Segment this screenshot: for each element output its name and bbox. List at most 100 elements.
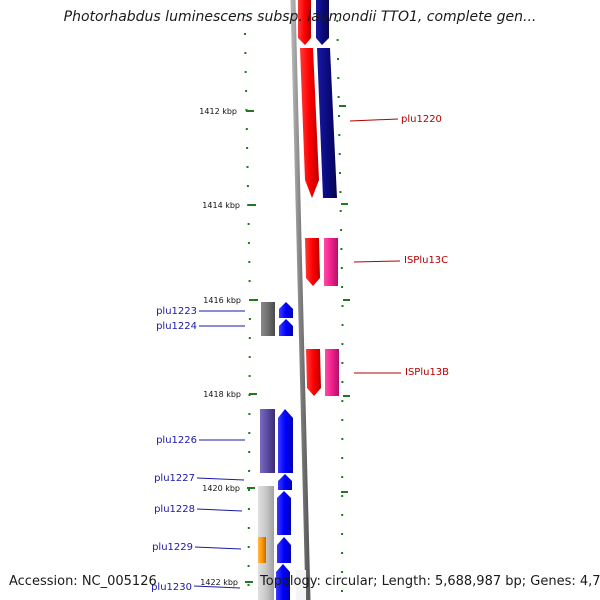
track-dot — [339, 191, 342, 193]
track-dot — [341, 381, 344, 383]
track-dot — [341, 476, 344, 478]
track-dot — [244, 33, 246, 35]
accession-label: Accession: NC_005126 — [9, 574, 157, 589]
feature-blue-plu1230[interactable] — [276, 564, 290, 600]
gene-label-plu1228[interactable]: plu1228 — [154, 504, 195, 515]
feature-blue-plu1228[interactable] — [277, 491, 291, 535]
gene-label-plu1220[interactable]: plu1220 — [401, 114, 442, 125]
feature-white-bar-bottom — [296, 570, 306, 600]
track-dot — [336, 20, 339, 22]
leader-line — [353, 260, 401, 263]
track-dot — [341, 552, 344, 554]
track-dot — [337, 58, 339, 60]
track-dot — [248, 470, 251, 472]
feature-pink-isplu13c[interactable] — [324, 238, 338, 286]
ruler-tick-label: 1412 kbp — [199, 107, 237, 116]
track-dot — [341, 438, 344, 440]
feature-blue-plu1224[interactable] — [279, 319, 293, 336]
ruler-tick-label: 1422 kbp — [200, 578, 238, 587]
gene-label-plu1224[interactable]: plu1224 — [156, 321, 197, 332]
track-dot — [337, 96, 340, 98]
gene-label-plu1223[interactable]: plu1223 — [156, 306, 197, 317]
track-dot — [247, 527, 250, 529]
track-dot — [341, 419, 344, 421]
ruler-tick-label: 1418 kbp — [203, 390, 241, 399]
feature-navy-plu1220[interactable] — [317, 48, 337, 198]
leader-line — [193, 585, 241, 589]
feature-blue-plu1229[interactable] — [277, 537, 291, 563]
track-dot — [338, 134, 341, 136]
feature-blue-plu1223[interactable] — [279, 302, 293, 318]
feature-gray-plu1223[interactable] — [261, 302, 275, 336]
genome-title: Photorhabdus luminescens subsp. laumondi… — [63, 9, 537, 25]
track-dot — [248, 413, 251, 415]
track-dot — [336, 39, 339, 41]
gene-label-plu1227[interactable]: plu1227 — [154, 473, 195, 484]
track-dot — [341, 495, 344, 497]
gene-label-plu1226[interactable]: plu1226 — [156, 435, 197, 446]
track-dot — [341, 590, 343, 592]
track-dot — [244, 71, 247, 73]
track-dot — [247, 508, 250, 510]
track-dot — [247, 584, 250, 586]
track-dot — [341, 571, 344, 573]
feature-blue-plu1227[interactable] — [278, 474, 292, 490]
feature-red-plu1220[interactable] — [300, 48, 319, 198]
track-dot — [247, 546, 250, 548]
track-dot — [341, 362, 344, 364]
leader-line — [349, 118, 399, 122]
track-dot — [341, 457, 344, 459]
track-dot — [248, 356, 251, 358]
track-dot — [248, 375, 251, 377]
left-gene-labels: plu1223 plu1224 plu1226 plu1227 plu1228 … — [151, 306, 245, 593]
ruler: 1412 kbp 1414 kbp 1416 kbp 1418 kbp 1420… — [199, 105, 350, 587]
track-dot — [248, 489, 250, 491]
track-dot — [341, 305, 344, 307]
ruler-tick-label: 1416 kbp — [203, 296, 241, 305]
feature-red-top-small[interactable] — [298, 0, 311, 45]
genome-backbone — [290, 0, 311, 600]
right-dotted-track — [336, 20, 344, 592]
track-dot — [245, 90, 248, 92]
feature-orange-plu1229[interactable] — [258, 537, 266, 563]
track-dot — [339, 172, 341, 174]
track-dot — [248, 451, 251, 453]
track-dot — [341, 343, 344, 345]
track-dot — [341, 533, 344, 535]
gene-label-plu1229[interactable]: plu1229 — [152, 542, 193, 553]
track-dot — [338, 153, 341, 155]
track-dot — [247, 223, 250, 225]
feature-navy-top-small[interactable] — [316, 0, 329, 45]
feature-blue-plu1226[interactable] — [278, 409, 293, 473]
track-dot — [341, 400, 344, 402]
gene-label-plu1230[interactable]: plu1230 — [151, 582, 192, 593]
genome-summary-label: Topology: circular; Length: 5,688,987 bp… — [260, 574, 600, 589]
right-gene-labels: plu1220 ISPlu13C ISPlu13B — [349, 114, 449, 378]
track-dot — [337, 77, 340, 79]
feature-red-isplu13c[interactable] — [305, 238, 320, 286]
track-dot — [243, 14, 246, 16]
track-dot — [245, 128, 248, 130]
track-dot — [244, 52, 247, 54]
track-dot — [248, 337, 251, 339]
track-dot — [246, 166, 249, 168]
track-dot — [248, 261, 251, 263]
gene-label-isplu13b[interactable]: ISPlu13B — [405, 367, 449, 378]
ruler-tick-label: 1414 kbp — [202, 201, 240, 210]
feature-purple-plu1226[interactable] — [260, 409, 275, 473]
feature-pink-isplu13b[interactable] — [325, 349, 339, 396]
track-dot — [340, 267, 343, 269]
track-dot — [247, 565, 250, 567]
ruler-tick-label: 1420 kbp — [202, 484, 240, 493]
feature-track — [258, 0, 339, 600]
track-dot — [248, 280, 251, 282]
gene-label-isplu13c[interactable]: ISPlu13C — [404, 255, 448, 266]
track-dot — [246, 185, 249, 187]
track-dot — [341, 286, 344, 288]
feature-red-isplu13b[interactable] — [306, 349, 321, 396]
leader-line — [194, 546, 242, 550]
leader-line — [196, 477, 245, 481]
track-dot — [248, 318, 251, 320]
track-dot — [248, 432, 251, 434]
